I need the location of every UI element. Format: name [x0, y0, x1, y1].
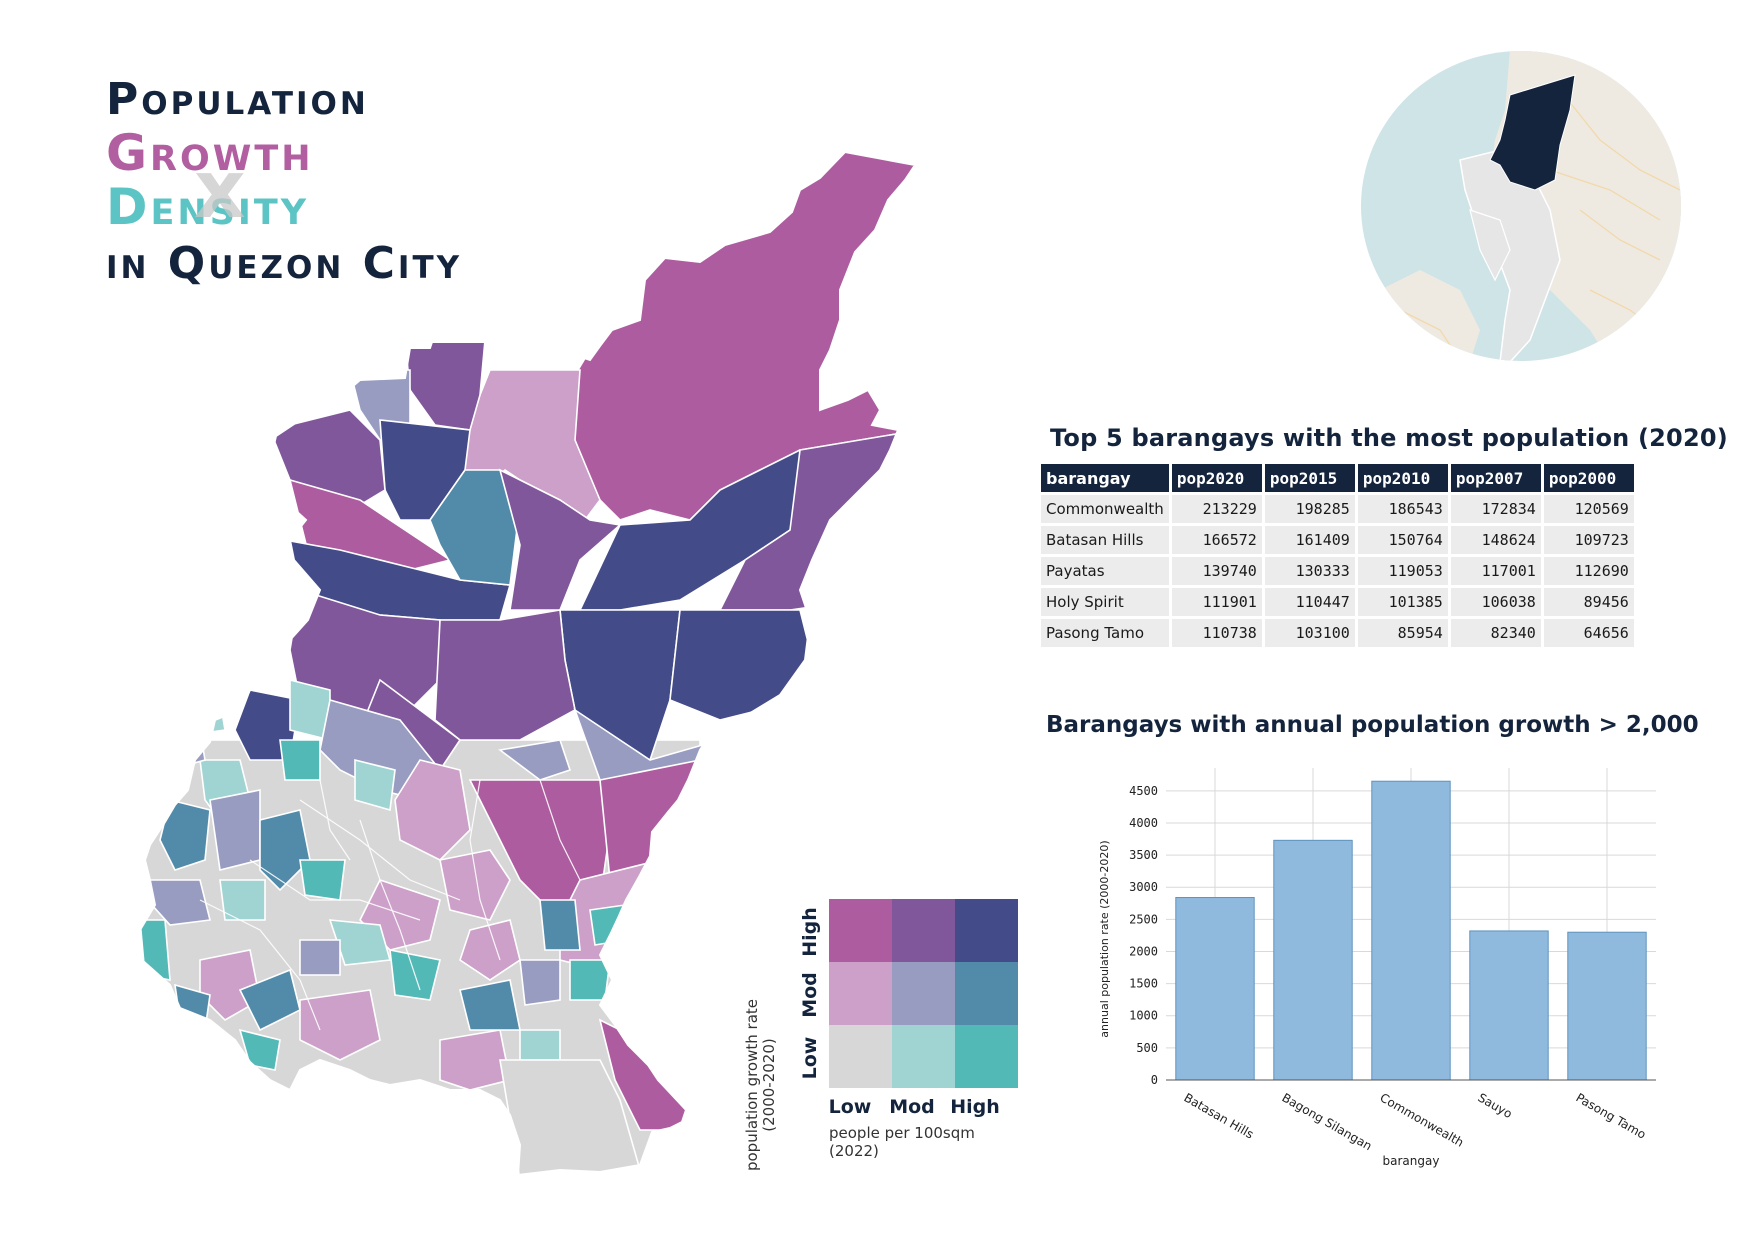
table-cell: 85954: [1357, 619, 1448, 647]
y-tick-label: 2000: [1129, 944, 1158, 958]
title-line-growth: Growth: [106, 124, 314, 182]
locator-map: [1361, 51, 1681, 361]
table-cell: 117001: [1450, 557, 1541, 585]
y-tick-label: 4500: [1129, 784, 1158, 798]
legend-cell-low-high: [955, 1025, 1018, 1088]
table-header-pop2000: pop2000: [1543, 464, 1634, 492]
table-cell: 119053: [1357, 557, 1448, 585]
table-cell: 103100: [1264, 619, 1355, 647]
table-header-pop2010: pop2010: [1357, 464, 1448, 492]
y-tick-label: 500: [1136, 1041, 1158, 1055]
table-header-pop2015: pop2015: [1264, 464, 1355, 492]
y-tick-label: 0: [1151, 1073, 1158, 1087]
y-axis-title: annual population rate (2000-2020): [1098, 840, 1111, 1037]
table-cell: 166572: [1171, 526, 1262, 554]
table-row: Batasan Hills 166572 161409 150764 14862…: [1041, 526, 1634, 554]
table-header-pop2020: pop2020: [1171, 464, 1262, 492]
table-header-pop2007: pop2007: [1450, 464, 1541, 492]
bar-batasan-hills: [1175, 897, 1255, 1081]
legend-cell-mod-low: [829, 962, 892, 1025]
y-tick-label: 3000: [1129, 880, 1158, 894]
legend-y-title-line1: population growth rate: [743, 999, 761, 1171]
legend-x-title-line2: (2022): [829, 1142, 879, 1160]
legend-cell-high-mod: [892, 899, 955, 962]
table-cell: 112690: [1543, 557, 1634, 585]
x-tick-label: Commonwealth: [1378, 1090, 1467, 1149]
table-row: Pasong Tamo 110738 103100 85954 82340 64…: [1041, 619, 1634, 647]
table-cell: 82340: [1450, 619, 1541, 647]
map-title: Population Growth Density in Quezon City…: [106, 78, 462, 286]
table-cell-barangay: Commonwealth: [1041, 495, 1169, 523]
table-cell: 120569: [1543, 495, 1634, 523]
legend-x-level-mod: Mod: [889, 1096, 935, 1118]
bar-bagong-silangan: [1273, 839, 1353, 1081]
top5-population-table: barangay pop2020 pop2015 pop2010 pop2007…: [1038, 461, 1637, 650]
y-tick-label: 2500: [1129, 912, 1158, 926]
table-cell: 150764: [1357, 526, 1448, 554]
table-cell: 213229: [1171, 495, 1262, 523]
legend-y-level-high: High: [799, 907, 821, 957]
table-cell: 186543: [1357, 495, 1448, 523]
legend-x-level-high: High: [950, 1096, 1000, 1118]
x-axis-title: barangay: [1383, 1154, 1440, 1168]
legend-x-title-line1: people per 100sqm: [829, 1124, 975, 1142]
y-tick-label: 4000: [1129, 816, 1158, 830]
table-header-row: barangay pop2020 pop2015 pop2010 pop2007…: [1041, 464, 1634, 492]
legend-cell-mod-high: [955, 962, 1018, 1025]
table-header-barangay: barangay: [1041, 464, 1169, 492]
title-cross-mark: x: [194, 143, 246, 236]
table-cell-barangay: Payatas: [1041, 557, 1169, 585]
table-row: Holy Spirit 111901 110447 101385 106038 …: [1041, 588, 1634, 616]
table-cell: 148624: [1450, 526, 1541, 554]
y-tick-label: 1500: [1129, 977, 1158, 991]
title-line-population: Population: [106, 74, 369, 125]
table-cell: 198285: [1264, 495, 1355, 523]
x-tick-label: Pasong Tamo: [1574, 1090, 1649, 1141]
table-cell: 172834: [1450, 495, 1541, 523]
table-title: Top 5 barangays with the most population…: [1050, 424, 1728, 452]
legend-y-title-line2: (2000-2020): [760, 1038, 778, 1131]
table-cell: 130333: [1264, 557, 1355, 585]
y-tick-label: 3500: [1129, 848, 1158, 862]
bar-sauyo: [1469, 930, 1549, 1081]
table-cell: 110738: [1171, 619, 1262, 647]
table-cell: 110447: [1264, 588, 1355, 616]
legend-x-level-low: Low: [829, 1096, 872, 1118]
legend-cell-low-low: [829, 1025, 892, 1088]
bivariate-legend: population growth rate (2000-2020) High …: [743, 899, 1018, 1171]
table-cell-barangay: Pasong Tamo: [1041, 619, 1169, 647]
table-cell-barangay: Batasan Hills: [1041, 526, 1169, 554]
growth-bar-chart: 0 500 1000 1500 2000 2500 3000 3500 4000 4500 Bata…: [1098, 768, 1656, 1168]
table-cell: 106038: [1450, 588, 1541, 616]
y-tick-label: 1000: [1129, 1009, 1158, 1023]
table-cell: 139740: [1171, 557, 1262, 585]
legend-cell-mod-mod: [892, 962, 955, 1025]
legend-cell-high-high: [955, 899, 1018, 962]
table-cell: 111901: [1171, 588, 1262, 616]
table-cell: 161409: [1264, 526, 1355, 554]
quezon-city-bivariate-map: [140, 150, 917, 1177]
table-row: Payatas 139740 130333 119053 117001 1126…: [1041, 557, 1634, 585]
x-tick-label: Batasan Hills: [1182, 1090, 1257, 1141]
bar-chart-title: Barangays with annual population growth …: [1046, 712, 1699, 738]
table-cell: 89456: [1543, 588, 1634, 616]
table-cell-barangay: Holy Spirit: [1041, 588, 1169, 616]
x-tick-label: Sauyo: [1476, 1090, 1515, 1121]
title-line-density: Density: [106, 178, 310, 236]
x-tick-label: Bagong Silangan: [1280, 1090, 1375, 1153]
table-cell: 101385: [1357, 588, 1448, 616]
legend-y-level-mod: Mod: [799, 972, 821, 1018]
legend-cell-high-low: [829, 899, 892, 962]
table-row: Commonwealth 213229 198285 186543 172834…: [1041, 495, 1634, 523]
table-cell: 109723: [1543, 526, 1634, 554]
title-line-quezon-city: in Quezon City: [106, 238, 463, 289]
table-cell: 64656: [1543, 619, 1634, 647]
legend-cell-low-mod: [892, 1025, 955, 1088]
bar-pasong-tamo: [1567, 931, 1647, 1081]
legend-y-level-low: Low: [799, 1037, 821, 1080]
bar-commonwealth: [1371, 780, 1451, 1081]
